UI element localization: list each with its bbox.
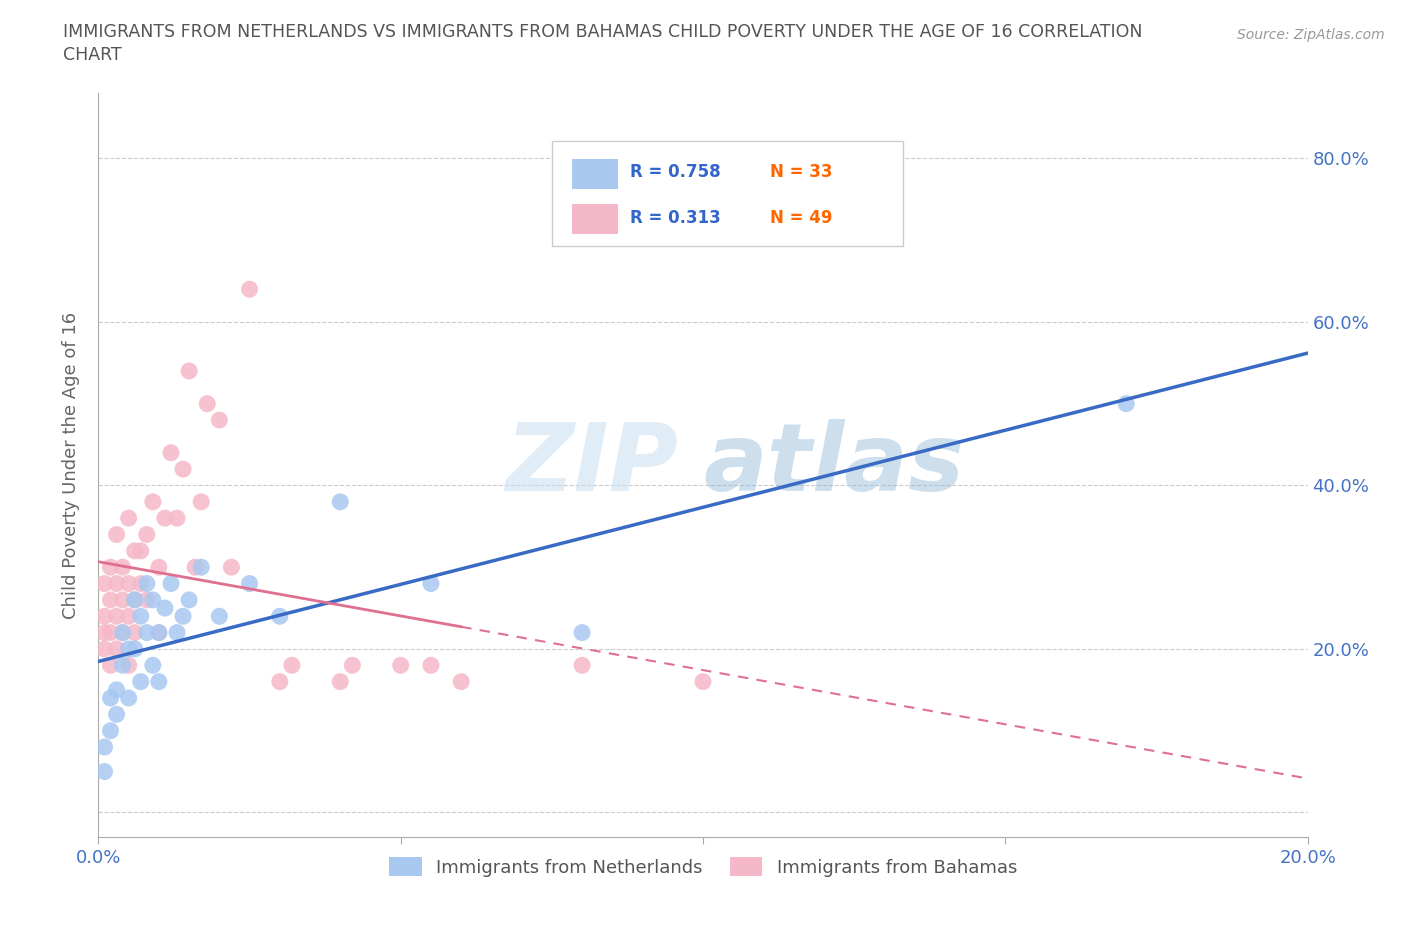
Point (111, 625, 134, 640)
Point (105, 576, 128, 591)
Point (329, 674, 352, 689)
Point (195, 396, 218, 411)
Point (118, 691, 141, 706)
FancyBboxPatch shape (551, 141, 903, 246)
Point (93, 764, 115, 779)
Point (135, 527, 157, 542)
Point (142, 592, 165, 607)
Point (208, 609, 231, 624)
Text: R = 0.313: R = 0.313 (630, 208, 721, 227)
Point (239, 282, 262, 297)
Bar (572, 159, 619, 189)
Point (118, 658, 141, 672)
Text: N = 33: N = 33 (769, 163, 832, 181)
Point (135, 592, 157, 607)
Point (166, 511, 188, 525)
Point (100, 592, 122, 607)
Point (148, 625, 170, 640)
Point (148, 674, 170, 689)
Point (135, 576, 157, 591)
Bar (572, 205, 619, 234)
Point (160, 576, 183, 591)
Point (269, 609, 291, 624)
Point (93, 739, 115, 754)
Point (153, 601, 176, 616)
Text: N = 49: N = 49 (769, 208, 832, 227)
Point (450, 674, 472, 689)
Point (221, 560, 243, 575)
Point (172, 609, 194, 624)
Text: CHART: CHART (63, 46, 122, 64)
Text: atlas: atlas (703, 419, 965, 511)
Point (142, 495, 165, 510)
Point (118, 511, 141, 525)
Point (105, 683, 128, 698)
Point (93, 576, 115, 591)
Point (105, 707, 128, 722)
Point (93, 625, 115, 640)
Point (118, 642, 141, 657)
Point (100, 724, 122, 738)
Text: Source: ZipAtlas.com: Source: ZipAtlas.com (1237, 28, 1385, 42)
Point (571, 658, 593, 672)
Point (129, 609, 152, 624)
Point (105, 527, 128, 542)
Point (111, 658, 134, 672)
Point (100, 560, 122, 575)
Point (420, 658, 443, 672)
Point (342, 658, 364, 672)
Text: R = 0.758: R = 0.758 (630, 163, 721, 181)
Point (571, 625, 593, 640)
Point (111, 560, 134, 575)
Point (124, 625, 146, 640)
Point (269, 674, 291, 689)
Point (135, 625, 157, 640)
Point (105, 609, 128, 624)
Point (129, 674, 152, 689)
Point (190, 495, 212, 510)
Point (124, 642, 146, 657)
Point (142, 658, 165, 672)
Point (124, 592, 146, 607)
Legend: Immigrants from Netherlands, Immigrants from Bahamas: Immigrants from Netherlands, Immigrants … (382, 850, 1024, 883)
Point (111, 625, 134, 640)
Text: IMMIGRANTS FROM NETHERLANDS VS IMMIGRANTS FROM BAHAMAS CHILD POVERTY UNDER THE A: IMMIGRANTS FROM NETHERLANDS VS IMMIGRANT… (63, 23, 1143, 41)
Point (118, 576, 141, 591)
Point (160, 445, 183, 460)
Point (129, 543, 152, 558)
Point (172, 461, 194, 476)
Point (153, 511, 176, 525)
Point (118, 609, 141, 624)
Point (124, 543, 146, 558)
Point (239, 576, 262, 591)
Point (100, 691, 122, 706)
Point (389, 658, 412, 672)
Point (184, 560, 207, 575)
Point (692, 674, 714, 689)
Point (190, 560, 212, 575)
Point (329, 495, 352, 510)
Point (105, 642, 128, 657)
Text: ZIP: ZIP (506, 419, 679, 511)
Point (166, 625, 188, 640)
Point (179, 364, 201, 379)
Point (100, 625, 122, 640)
Point (179, 592, 201, 607)
Point (100, 658, 122, 672)
Point (148, 625, 170, 640)
Y-axis label: Child Poverty Under the Age of 16: Child Poverty Under the Age of 16 (62, 312, 80, 618)
Point (420, 576, 443, 591)
Point (208, 413, 231, 428)
Point (129, 576, 152, 591)
Point (124, 592, 146, 607)
Point (111, 592, 134, 607)
Point (148, 560, 170, 575)
Point (93, 609, 115, 624)
Point (1115, 396, 1137, 411)
Point (281, 658, 304, 672)
Point (93, 642, 115, 657)
